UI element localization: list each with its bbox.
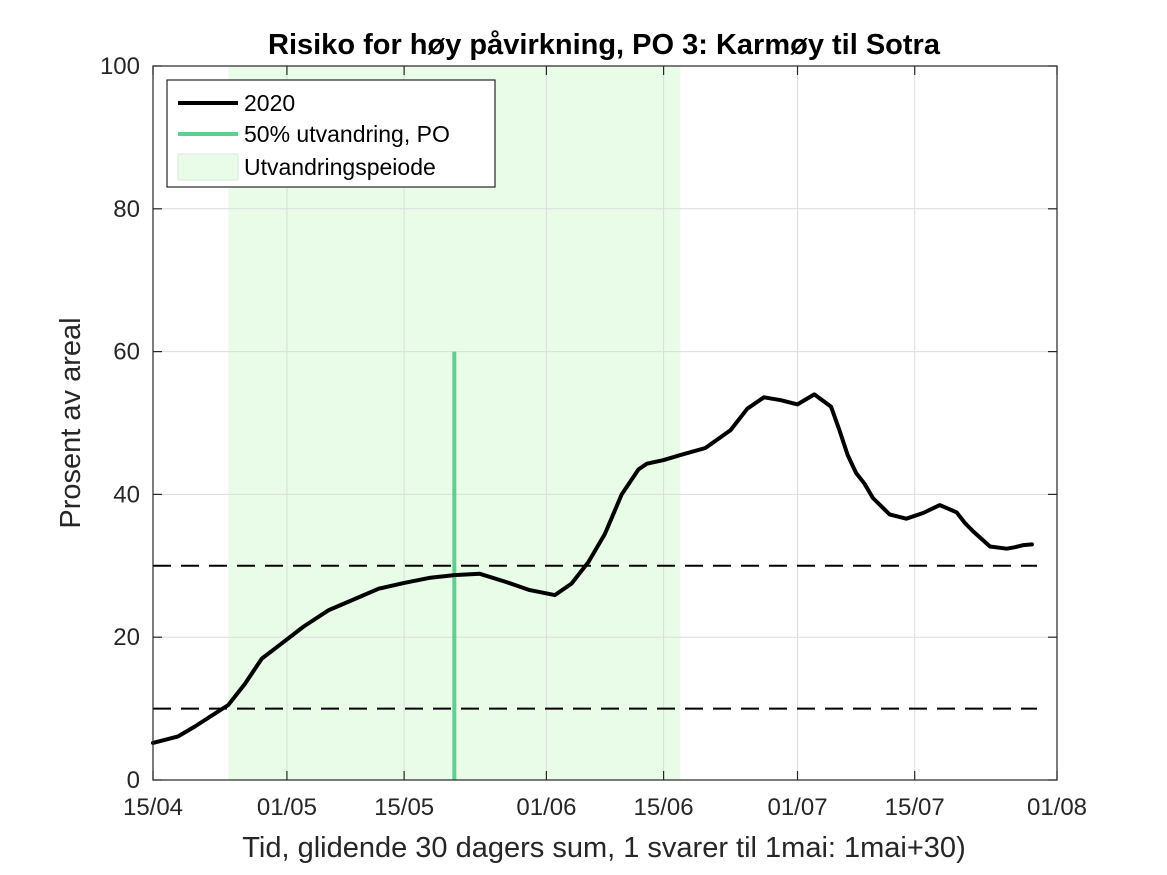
tick-marks	[152, 65, 1058, 781]
y-axis-tick-labels: 0 20 40 60 80 100	[100, 53, 140, 794]
threshold-lines	[153, 564, 1037, 710]
x-tick-label-1: 01/05	[257, 794, 317, 821]
legend-label-2020: 2020	[244, 90, 295, 116]
x-tick-label-6: 15/07	[885, 794, 945, 821]
series-line-2020	[151, 392, 1034, 745]
chart-title: Risiko for høy påvirkning, PO 3: Karmøy …	[268, 29, 941, 61]
y-tick-label-2: 40	[113, 481, 140, 508]
y-tick-label-5: 100	[100, 53, 140, 80]
x-axis-label: Tid, glidende 30 dagers sum, 1 svarer ti…	[242, 832, 965, 864]
legend-swatch-period	[177, 153, 239, 181]
y-tick-label-1: 20	[113, 624, 140, 651]
x-tick-label-3: 01/06	[516, 794, 576, 821]
x-tick-label-7: 01/08	[1027, 794, 1087, 821]
legend: 2020 50% utvandring, PO Utvandringspeiod…	[166, 79, 496, 188]
y-tick-label-0: 0	[127, 767, 140, 794]
y-tick-label-3: 60	[113, 339, 140, 366]
x-tick-label-0: 15/04	[123, 794, 183, 821]
x-tick-label-4: 15/06	[634, 794, 694, 821]
x-tick-label-5: 01/07	[767, 794, 827, 821]
x-tick-label-2: 15/05	[374, 794, 434, 821]
y-tick-label-4: 80	[113, 196, 140, 223]
y-axis-label: Prosent av areal	[55, 317, 87, 528]
legend-label-period: Utvandringspeiode	[244, 154, 436, 180]
plot-frame	[152, 65, 1058, 781]
legend-label-marker: 50% utvandring, PO	[244, 121, 450, 147]
x-axis-tick-labels: 15/04 01/05 15/05 01/06 15/06 01/07 15/07 01/08	[123, 794, 1087, 821]
